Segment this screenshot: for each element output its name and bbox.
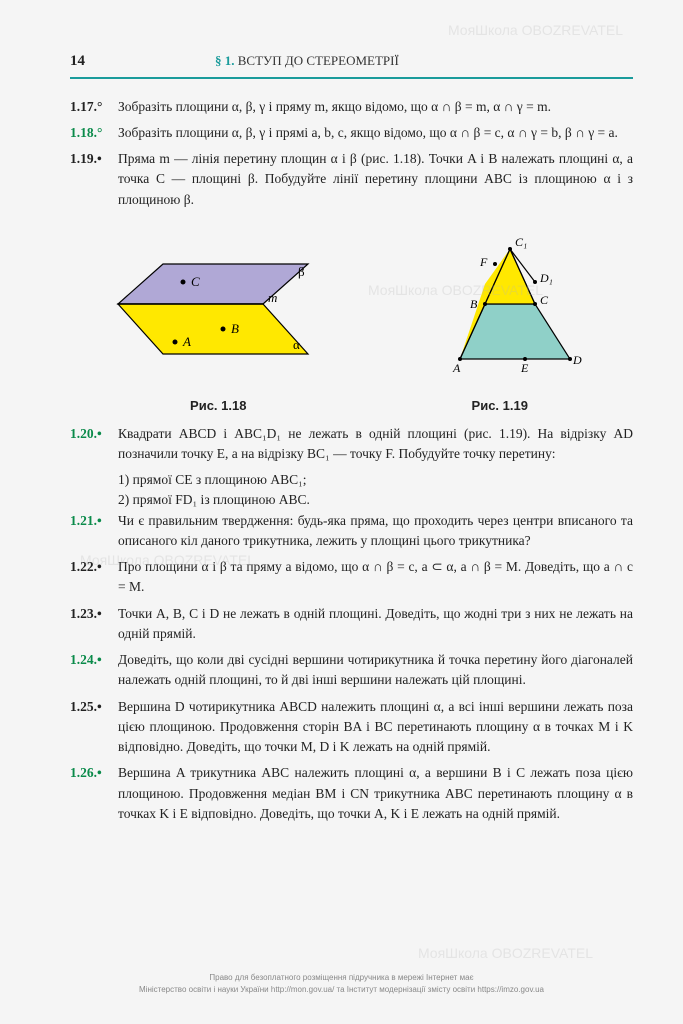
problem-1-18: 1.18.° Зобразіть площини α, β, γ і прямі… [70,123,633,143]
svg-text:D: D [572,353,582,367]
figure-1-18: C A B β α m Рис. 1.18 [108,234,328,416]
svg-text:m: m [268,290,277,305]
problem-text: Вершина A трикутника ABC належить площин… [118,763,633,824]
problem-text: Точки A, B, C і D не лежать в одній площ… [118,604,633,645]
svg-text:B: B [470,297,478,311]
problem-text: Чи є правильним твердження: будь-яка пря… [118,511,633,552]
problem-subitem: 2) прямої FD₁ із площиною ABC. [118,490,633,510]
problem-number: 1.19.• [70,149,118,210]
problem-1-25: 1.25.• Вершина D чотирикутника ABCD нале… [70,697,633,758]
figure-1-18-svg: C A B β α m [108,234,328,384]
page-header: 14 § 1. ВСТУП ДО СТЕРЕОМЕТРІЇ [70,50,633,79]
problem-number: 1.23.• [70,604,118,645]
watermark: МояШкола OBOZREVATEL [418,943,593,964]
problem-text: Квадрати ABCD і ABC₁D₁ не лежать в одній… [118,424,633,465]
problem-1-21: 1.21.• Чи є правильним твердження: будь-… [70,511,633,552]
svg-text:B: B [231,321,239,336]
svg-text:C₁: C₁ [515,235,527,249]
figures-row: C A B β α m Рис. 1.18 C₁ F D₁ B [70,224,633,416]
figure-caption: Рис. 1.18 [108,396,328,416]
problem-1-24: 1.24.• Доведіть, що коли дві сусідні вер… [70,650,633,691]
problem-1-19: 1.19.• Пряма m — лінія перетину площин α… [70,149,633,210]
problem-1-17: 1.17.° Зобразіть площини α, β, γ і пряму… [70,97,633,117]
problem-number: 1.24.• [70,650,118,691]
problem-1-22: 1.22.• Про площини α і β та пряму a відо… [70,557,633,598]
problem-text: Вершина D чотирикутника ABCD належить пл… [118,697,633,758]
problem-text: Доведіть, що коли дві сусідні вершини чо… [118,650,633,691]
problem-subitem: 1) прямої CE з площиною ABC₁; [118,470,633,490]
svg-text:A: A [452,361,461,375]
figure-1-19: C₁ F D₁ B C A E D Рис. 1.19 [405,224,595,416]
problem-number: 1.20.• [70,424,118,465]
page-footer: Право для безоплатного розміщення підруч… [0,972,683,996]
figure-1-19-svg: C₁ F D₁ B C A E D [405,224,595,384]
problem-text: Зобразіть площини α, β, γ і пряму m, якщ… [118,97,633,117]
watermark: МояШкола OBOZREVATEL [448,20,623,41]
problem-1-26: 1.26.• Вершина A трикутника ABC належить… [70,763,633,824]
problem-text: Про площини α і β та пряму a відомо, що … [118,557,633,598]
problem-text: Зобразіть площини α, β, γ і прямі a, b, … [118,123,633,143]
svg-text:α: α [293,337,300,352]
svg-text:F: F [479,255,488,269]
svg-text:β: β [298,264,305,279]
problem-text: Пряма m — лінія перетину площин α і β (р… [118,149,633,210]
page-number: 14 [70,50,85,73]
figure-caption: Рис. 1.19 [405,396,595,416]
problem-number: 1.18.° [70,123,118,143]
svg-text:C: C [540,293,549,307]
problem-1-20: 1.20.• Квадрати ABCD і ABC₁D₁ не лежать … [70,424,633,465]
problem-number: 1.21.• [70,511,118,552]
svg-text:E: E [520,361,529,375]
svg-text:C: C [191,274,200,289]
svg-text:D₁: D₁ [539,271,553,285]
problem-number: 1.25.• [70,697,118,758]
problem-number: 1.22.• [70,557,118,598]
problem-number: 1.26.• [70,763,118,824]
problem-number: 1.17.° [70,97,118,117]
section-header: § 1. ВСТУП ДО СТЕРЕОМЕТРІЇ [215,51,399,71]
problem-1-23: 1.23.• Точки A, B, C і D не лежать в одн… [70,604,633,645]
svg-text:A: A [182,334,191,349]
